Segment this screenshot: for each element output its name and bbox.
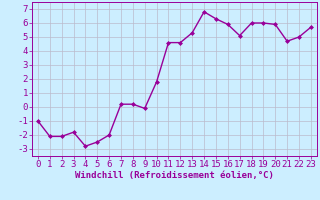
X-axis label: Windchill (Refroidissement éolien,°C): Windchill (Refroidissement éolien,°C): [75, 171, 274, 180]
